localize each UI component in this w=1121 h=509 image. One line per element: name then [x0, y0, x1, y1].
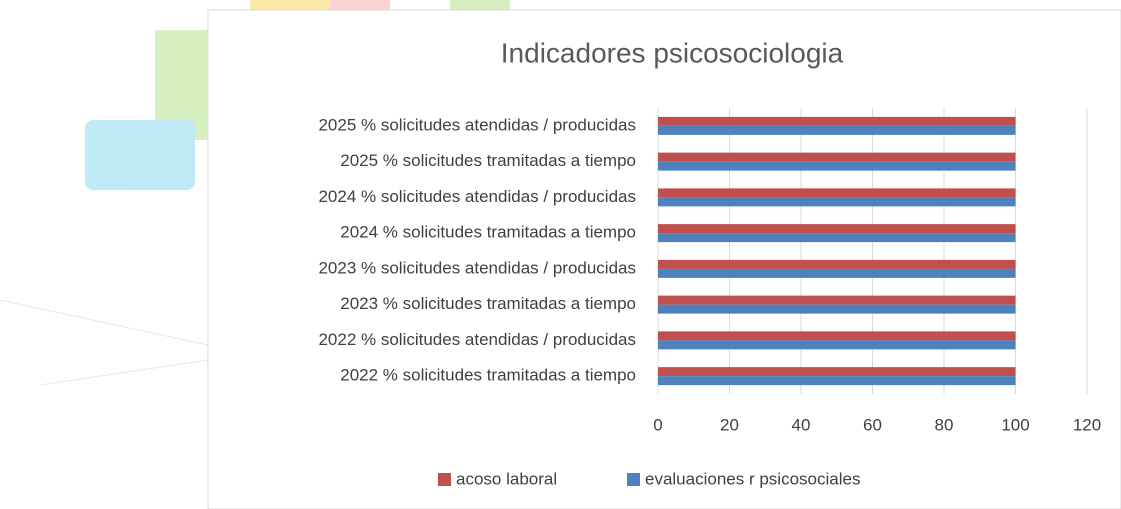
y-tick-label: 2025 % solicitudes atendidas / producida…: [318, 115, 636, 134]
y-tick-label: 2024 % solicitudes atendidas / producida…: [318, 187, 636, 206]
legend-label: evaluaciones r psicosociales: [645, 469, 860, 488]
legend-label: acoso laboral: [456, 469, 557, 488]
legend-swatch: [627, 473, 640, 486]
deco-cube: [330, 0, 390, 10]
bar: [658, 367, 1016, 377]
bar: [658, 197, 1016, 207]
bar: [658, 295, 1016, 305]
y-tick-label: 2025 % solicitudes tramitadas a tiempo: [340, 151, 636, 170]
deco-line: [39, 359, 209, 386]
y-tick-label: 2024 % solicitudes tramitadas a tiempo: [340, 223, 636, 242]
y-tick-label: 2023 % solicitudes atendidas / producida…: [318, 258, 636, 277]
x-tick-label: 60: [863, 415, 882, 434]
deco-cube: [250, 0, 330, 10]
bar: [658, 259, 1016, 269]
bar: [658, 340, 1016, 350]
bar: [658, 331, 1016, 341]
bar: [658, 125, 1016, 135]
x-tick-label: 0: [653, 415, 662, 434]
bar: [658, 152, 1016, 162]
background-decoration: [0, 0, 510, 386]
x-tick-label: 100: [1001, 415, 1029, 434]
y-tick-label: 2022 % solicitudes tramitadas a tiempo: [340, 366, 636, 385]
x-tick-label: 80: [935, 415, 954, 434]
deco-line: [0, 299, 209, 346]
chart-area: [207, 9, 1121, 509]
chart-title: Indicadores psicosociologia: [501, 37, 844, 68]
bar: [658, 224, 1016, 234]
bar: [658, 233, 1016, 243]
bar: [658, 116, 1016, 126]
deco-cube: [450, 0, 510, 10]
bar: [658, 161, 1016, 171]
x-tick-label: 20: [720, 415, 739, 434]
bar: [658, 188, 1016, 198]
x-tick-label: 40: [792, 415, 811, 434]
bar: [658, 304, 1016, 314]
legend-swatch: [438, 473, 451, 486]
bar: [658, 268, 1016, 278]
x-tick-label: 120: [1073, 415, 1101, 434]
deco-cube: [85, 120, 195, 190]
deco-cube: [155, 30, 215, 140]
bar: [658, 376, 1016, 386]
y-tick-label: 2022 % solicitudes atendidas / producida…: [318, 330, 636, 349]
y-tick-label: 2023 % solicitudes tramitadas a tiempo: [340, 294, 636, 313]
